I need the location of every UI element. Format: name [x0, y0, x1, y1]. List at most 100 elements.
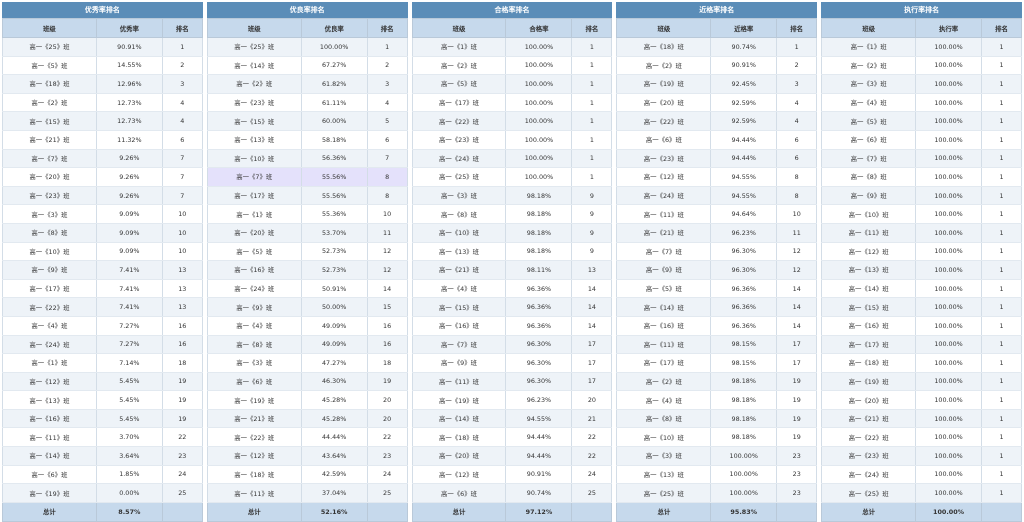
table-row[interactable]: 高一《3》班 9.09% 10 — [2, 204, 203, 224]
column-header[interactable]: 班级 — [616, 18, 712, 38]
table-row[interactable]: 高一《24》班 94.55% 8 — [616, 186, 818, 206]
table-row[interactable]: 高一《11》班 100.00% 1 — [821, 223, 1022, 243]
table-row[interactable]: 高一《3》班 100.00% 23 — [616, 446, 818, 466]
table-row[interactable]: 高一《13》班 5.45% 19 — [2, 390, 203, 410]
table-row[interactable]: 高一《22》班 44.44% 22 — [206, 427, 408, 448]
table-row[interactable]: 高一《8》班 9.09% 10 — [2, 223, 203, 243]
table-row[interactable]: 高一《20》班 94.44% 22 — [411, 446, 613, 466]
table-row[interactable]: 高一《9》班 96.30% 12 — [616, 260, 818, 280]
column-header[interactable]: 优良率 — [300, 18, 368, 38]
column-header[interactable]: 班级 — [821, 18, 917, 38]
table-row[interactable]: 高一《13》班 58.18% 6 — [206, 130, 408, 150]
table-row[interactable]: 高一《9》班 50.00% 15 — [206, 297, 408, 317]
table-row[interactable]: 高一《17》班 55.56% 8 — [206, 186, 408, 206]
table-row[interactable]: 高一《5》班 100.00% 1 — [821, 111, 1022, 131]
table-row[interactable]: 高一《2》班 12.73% 4 — [2, 93, 203, 113]
table-row[interactable]: 高一《1》班 55.36% 10 — [206, 204, 408, 224]
table-row[interactable]: 高一《12》班 94.55% 8 — [616, 167, 818, 187]
table-row[interactable]: 高一《17》班 100.00% 1 — [821, 335, 1022, 355]
table-row[interactable]: 高一《4》班 7.27% 16 — [2, 316, 203, 336]
table-row[interactable]: 高一《1》班 7.14% 18 — [2, 353, 203, 373]
column-header[interactable]: 排名 — [776, 18, 818, 38]
table-row[interactable]: 高一《19》班 0.00% 25 — [2, 483, 203, 503]
column-header[interactable]: 排名 — [571, 18, 613, 38]
table-row[interactable]: 高一《10》班 56.36% 7 — [206, 149, 408, 169]
table-row[interactable]: 高一《8》班 49.09% 16 — [206, 335, 408, 355]
table-row[interactable]: 高一《7》班 9.26% 7 — [2, 149, 203, 169]
table-row[interactable]: 高一《8》班 98.18% 9 — [411, 204, 613, 224]
table-row[interactable]: 高一《4》班 49.09% 16 — [206, 316, 408, 336]
table-row[interactable]: 高一《19》班 45.28% 20 — [206, 390, 408, 410]
column-header[interactable]: 近格率 — [710, 18, 778, 38]
table-row[interactable]: 高一《18》班 94.44% 22 — [411, 427, 613, 448]
table-row[interactable]: 高一《8》班 98.18% 19 — [616, 409, 818, 429]
table-row[interactable]: 高一《15》班 100.00% 1 — [821, 297, 1022, 317]
table-row[interactable]: 高一《7》班 100.00% 1 — [821, 149, 1022, 169]
table-row[interactable]: 高一《5》班 14.55% 2 — [2, 56, 203, 76]
table-row[interactable]: 高一《9》班 96.30% 17 — [411, 353, 613, 373]
table-row[interactable]: 高一《10》班 9.09% 10 — [2, 242, 203, 262]
table-row[interactable]: 高一《22》班 100.00% 1 — [411, 111, 613, 131]
column-header[interactable]: 排名 — [981, 18, 1022, 38]
table-row[interactable]: 高一《11》班 98.15% 17 — [616, 335, 818, 355]
table-row[interactable]: 高一《2》班 100.00% 1 — [411, 56, 613, 76]
column-header[interactable]: 班级 — [2, 18, 97, 38]
table-row[interactable]: 高一《11》班 94.64% 10 — [616, 204, 818, 224]
table-row[interactable]: 高一《8》班 100.00% 1 — [821, 167, 1022, 187]
table-row[interactable]: 高一《12》班 90.91% 24 — [411, 465, 613, 485]
table-row[interactable]: 高一《7》班 96.30% 17 — [411, 335, 613, 355]
table-row[interactable]: 高一《12》班 43.64% 23 — [206, 446, 408, 466]
table-row[interactable]: 高一《12》班 100.00% 1 — [821, 242, 1022, 262]
table-row[interactable]: 高一《15》班 96.36% 14 — [411, 297, 613, 317]
column-header[interactable]: 优秀率 — [95, 18, 163, 38]
table-row[interactable]: 高一《6》班 46.30% 19 — [206, 372, 408, 392]
table-row[interactable]: 高一《25》班 100.00% 1 — [411, 167, 613, 187]
table-row[interactable]: 高一《5》班 100.00% 1 — [411, 74, 613, 94]
table-row[interactable]: 高一《16》班 52.73% 12 — [206, 260, 408, 280]
table-row[interactable]: 高一《17》班 7.41% 13 — [2, 279, 203, 299]
table-row[interactable]: 高一《25》班 100.00% 1 — [206, 37, 408, 57]
table-row[interactable]: 高一《18》班 12.96% 3 — [2, 74, 203, 94]
table-row[interactable]: 高一《16》班 100.00% 1 — [821, 316, 1022, 336]
table-row[interactable]: 高一《4》班 98.18% 19 — [616, 390, 818, 410]
table-row[interactable]: 高一《10》班 100.00% 1 — [821, 204, 1022, 224]
table-row[interactable]: 高一《18》班 100.00% 1 — [821, 353, 1022, 373]
table-row[interactable]: 高一《17》班 98.15% 17 — [616, 353, 818, 373]
table-row[interactable]: 高一《3》班 100.00% 1 — [821, 74, 1022, 94]
table-row[interactable]: 高一《16》班 5.45% 19 — [2, 409, 203, 429]
table-row[interactable]: 高一《1》班 100.00% 1 — [821, 37, 1022, 57]
column-header[interactable]: 合格率 — [505, 18, 573, 38]
table-row[interactable]: 高一《18》班 42.59% 24 — [206, 465, 408, 485]
table-row[interactable]: 高一《15》班 12.73% 4 — [2, 111, 203, 131]
table-row[interactable]: 高一《19》班 92.45% 3 — [616, 74, 818, 94]
table-row[interactable]: 高一《7》班 96.30% 12 — [616, 242, 818, 262]
table-row[interactable]: 高一《2》班 100.00% 1 — [821, 56, 1022, 76]
table-row[interactable]: 高一《3》班 98.18% 9 — [411, 186, 613, 206]
table-row[interactable]: 高一《9》班 100.00% 1 — [821, 186, 1022, 206]
table-row[interactable]: 高一《25》班 100.00% 23 — [616, 483, 818, 503]
table-row[interactable]: 高一《13》班 98.18% 9 — [411, 242, 613, 262]
table-row[interactable]: 高一《19》班 96.23% 20 — [411, 390, 613, 410]
table-row[interactable]: 高一《19》班 100.00% 1 — [821, 372, 1022, 392]
table-row[interactable]: 高一《18》班 90.74% 1 — [616, 37, 818, 57]
table-row[interactable]: 高一《20》班 53.70% 11 — [206, 223, 408, 243]
table-row[interactable]: 高一《22》班 7.41% 13 — [2, 297, 203, 317]
table-row[interactable]: 高一《12》班 5.45% 19 — [2, 372, 203, 392]
column-header[interactable]: 班级 — [206, 18, 302, 38]
table-row[interactable]: 高一《2》班 90.91% 2 — [616, 56, 818, 76]
table-row[interactable]: 高一《22》班 92.59% 4 — [616, 111, 818, 131]
table-row[interactable]: 高一《20》班 9.26% 7 — [2, 167, 203, 187]
table-row[interactable]: 高一《24》班 50.91% 14 — [206, 279, 408, 299]
table-row[interactable]: 高一《2》班 98.18% 19 — [616, 372, 818, 392]
table-row[interactable]: 高一《23》班 100.00% 1 — [411, 130, 613, 150]
table-row[interactable]: 高一《25》班 100.00% 1 — [821, 483, 1022, 503]
table-row[interactable]: 高一《11》班 96.30% 17 — [411, 372, 613, 392]
column-header[interactable]: 排名 — [366, 18, 408, 38]
table-row[interactable]: 高一《21》班 96.23% 11 — [616, 223, 818, 243]
table-row[interactable]: 高一《9》班 7.41% 13 — [2, 260, 203, 280]
table-row[interactable]: 高一《4》班 96.36% 14 — [411, 279, 613, 299]
table-row[interactable]: 高一《20》班 92.59% 4 — [616, 93, 818, 113]
table-row[interactable]: 高一《25》班 90.91% 1 — [2, 37, 203, 57]
table-row[interactable]: 高一《23》班 94.44% 6 — [616, 149, 818, 169]
table-row[interactable]: 高一《16》班 96.36% 14 — [616, 316, 818, 336]
